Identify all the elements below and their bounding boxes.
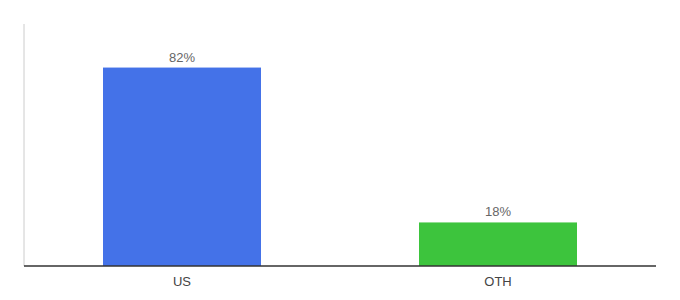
x-tick-label: US (173, 274, 191, 289)
chart-svg: 82% 18% US OTH (0, 0, 680, 300)
x-tick-label: OTH (484, 274, 511, 289)
y-axis-line (24, 24, 25, 266)
bar (419, 222, 577, 266)
chart-container: 82% 18% US OTH (0, 0, 680, 300)
data-label: 18% (485, 204, 511, 219)
bars (103, 68, 577, 266)
data-label: 82% (169, 50, 195, 65)
plot-area: 82% 18% US OTH (24, 24, 656, 289)
bar (103, 68, 261, 266)
x-axis-line (24, 265, 656, 267)
